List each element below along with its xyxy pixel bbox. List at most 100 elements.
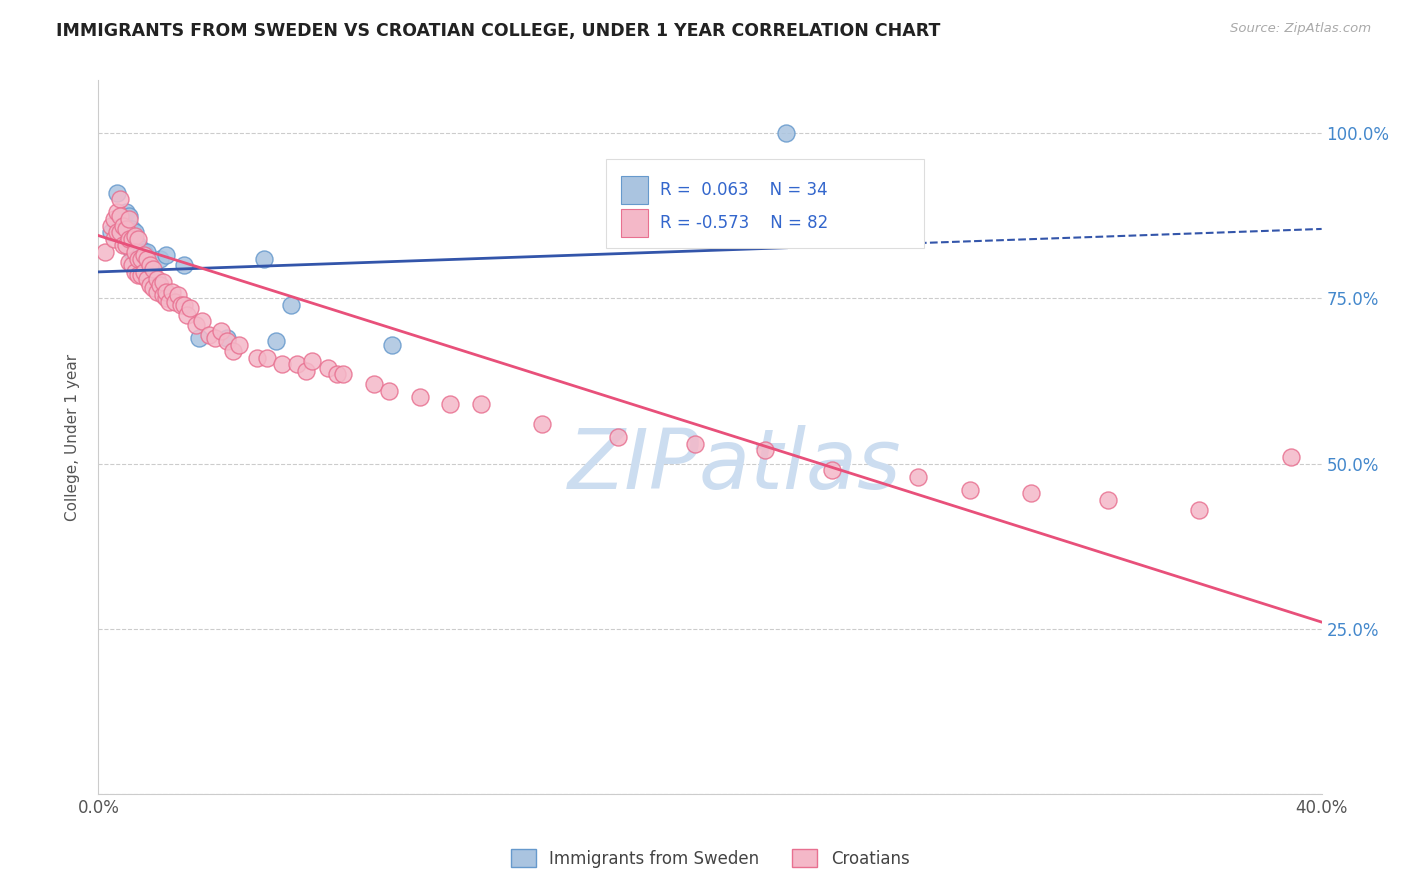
Point [301,354,323,368]
Point [121,232,143,246]
Point [149,278,172,293]
Text: R =  0.063    N = 34: R = 0.063 N = 34 [659,181,828,199]
Point [111,212,134,227]
Point [157,294,180,309]
Text: ZIPatlas: ZIPatlas [568,425,901,506]
Point [115,238,138,252]
Point [139,258,162,272]
Point [408,391,430,405]
Point [105,225,128,239]
Point [111,238,134,252]
Point [1019,486,1042,500]
Point [754,443,776,458]
Point [252,252,274,266]
Point [326,368,349,382]
Point [197,327,219,342]
Point [111,232,134,246]
Point [129,258,152,272]
Point [155,248,177,262]
Point [134,245,156,260]
Point [215,334,238,349]
Point [115,222,138,236]
Point [108,192,131,206]
Point [127,238,149,252]
Point [129,242,152,256]
Point [295,364,318,378]
Point [959,483,981,497]
Point [124,245,146,260]
Point [139,278,162,293]
Point [100,225,122,239]
Y-axis label: College, Under 1 year: College, Under 1 year [65,353,80,521]
Point [215,331,238,345]
Point [93,245,115,260]
Point [142,261,165,276]
Point [470,397,492,411]
Point [134,265,156,279]
Point [127,248,149,262]
Point [173,298,195,312]
Point [145,271,167,285]
Point [209,324,232,338]
Point [256,351,278,365]
Point [264,334,287,349]
Point [167,288,190,302]
Point [222,344,245,359]
Point [191,314,214,328]
Point [332,368,354,382]
Point [683,436,706,450]
Point [228,337,250,351]
Point [108,225,131,239]
Point [136,271,159,285]
Point [1279,450,1302,464]
Point [121,258,143,272]
Point [115,205,138,219]
Legend: Immigrants from Sweden, Croatians: Immigrants from Sweden, Croatians [510,849,910,868]
Point [176,308,198,322]
Point [149,252,172,266]
Point [115,219,138,233]
Point [129,252,152,266]
Point [907,469,929,483]
Point [121,245,143,260]
Point [134,258,156,272]
Point [115,232,138,246]
Point [121,222,143,236]
Point [127,268,149,283]
Point [155,291,177,305]
Point [170,298,193,312]
Point [439,397,461,411]
Point [1188,502,1211,516]
Point [285,358,308,372]
Point [1097,492,1119,507]
Point [152,275,174,289]
Point [124,225,146,239]
Point [127,232,149,246]
Point [118,212,141,227]
Point [124,228,146,243]
Point [270,358,292,372]
Point [118,255,141,269]
Point [134,248,156,262]
Point [145,285,167,299]
Point [607,430,630,444]
Point [381,337,404,351]
Point [188,331,211,345]
Point [152,288,174,302]
Point [108,222,131,236]
Point [136,252,159,266]
Point [378,384,401,398]
Text: R = -0.573    N = 82: R = -0.573 N = 82 [659,214,828,232]
Text: Source: ZipAtlas.com: Source: ZipAtlas.com [1230,22,1371,36]
Point [129,268,152,283]
Point [316,360,339,375]
Point [108,209,131,223]
Point [821,463,844,477]
Point [118,238,141,252]
Point [136,245,159,260]
Point [775,126,797,140]
Point [280,298,302,312]
Point [111,219,134,233]
Point [103,232,125,246]
Point [124,248,146,262]
